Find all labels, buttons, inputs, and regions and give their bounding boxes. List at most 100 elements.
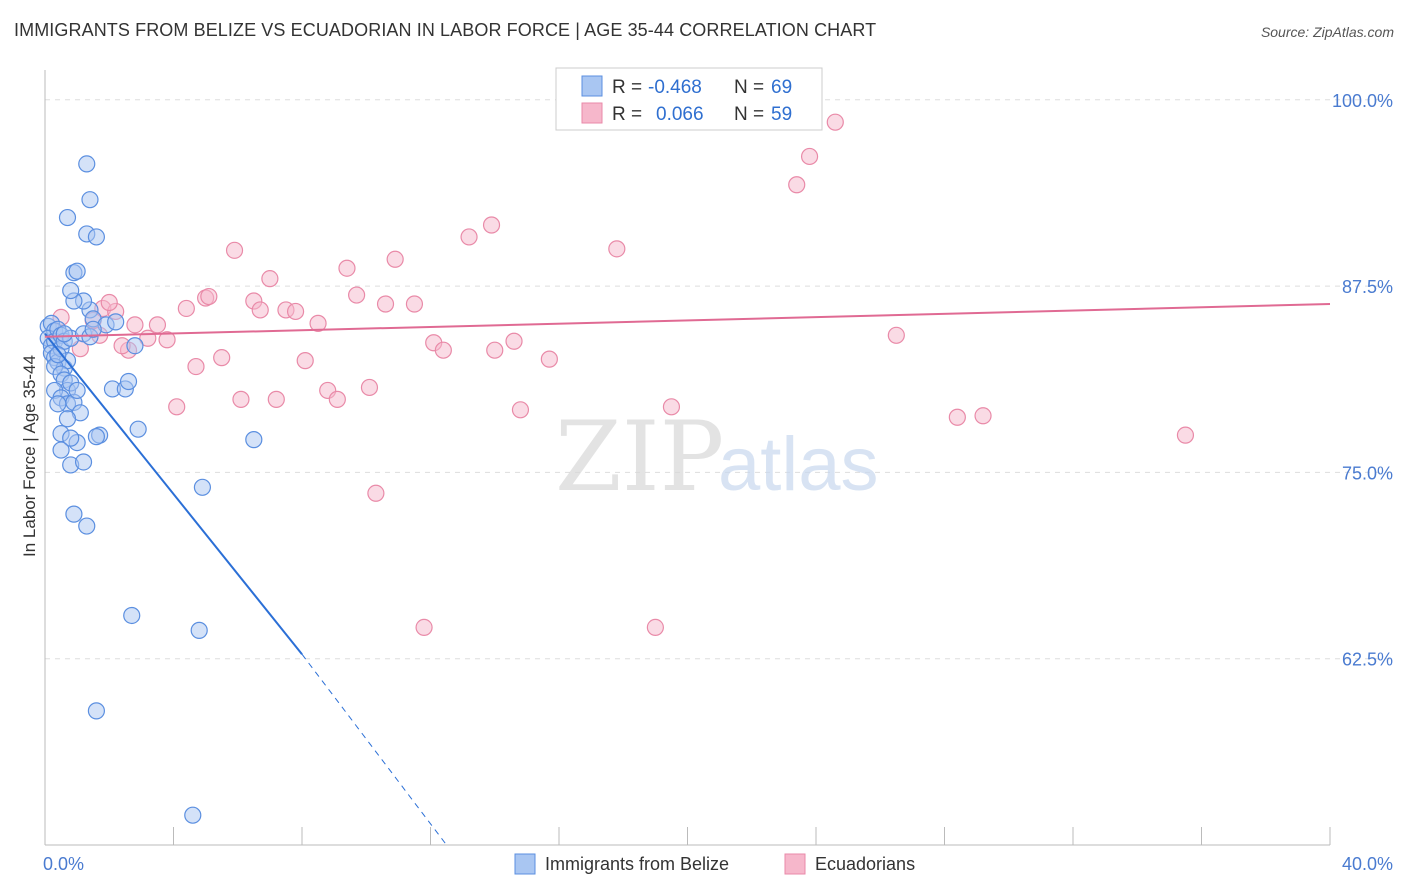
ecuadorians-point-14 — [200, 287, 218, 306]
belize-point-53 — [84, 320, 102, 338]
y-tick-label-3: 100.0% — [1332, 91, 1393, 111]
watermark-zip: ZIP — [555, 401, 724, 513]
ecuadorians-point-30 — [360, 378, 379, 397]
legend-swatch-pink — [581, 102, 603, 124]
ecuadorians-point-10 — [168, 398, 186, 416]
watermark: ZIP atlas — [555, 401, 879, 513]
ecuadorians-point-42 — [511, 401, 530, 419]
belize-point-51 — [81, 191, 99, 209]
ecuadorians-point-45 — [646, 618, 664, 637]
ecuadorians-trend-line — [44, 302, 1331, 338]
belize-point-68 — [55, 325, 73, 343]
ecuadorians-point-50 — [800, 147, 819, 166]
belize-point-57 — [52, 441, 70, 459]
ecuadorians-point-11 — [177, 299, 195, 318]
x-tick-label-min: 0.0% — [43, 854, 84, 874]
ecuadorians-point-52 — [887, 326, 905, 344]
belize-point-59 — [74, 453, 93, 471]
legend-r-value-blue: -0.468 — [648, 77, 702, 98]
ecuadorians-point-37 — [434, 341, 452, 359]
ecuadorians-point-8 — [148, 316, 167, 334]
legend-n-value-pink: 59 — [771, 104, 792, 125]
ecuadorians-point-19 — [251, 301, 269, 319]
ecuadorians-point-31 — [367, 484, 385, 502]
ecuadorians-point-41 — [505, 332, 523, 350]
belize-point-33 — [129, 420, 147, 438]
belize-point-36 — [119, 372, 138, 391]
belize-point-17 — [49, 346, 67, 364]
ecuadorians-point-17 — [232, 390, 250, 408]
ecuadorians-point-24 — [296, 352, 314, 370]
series-legend-label-blue: Immigrants from Belize — [545, 854, 729, 874]
axes — [44, 70, 1331, 846]
ecuadorians-point-46 — [662, 398, 681, 416]
ecuadorians-point-21 — [267, 390, 285, 408]
ecuadorians-point-51 — [826, 113, 844, 131]
belize-point-32 — [87, 428, 106, 446]
ecuadorians-point-20 — [261, 270, 279, 288]
belize-point-65 — [184, 806, 202, 824]
y-tick-label-1: 75.0% — [1342, 463, 1393, 483]
belize-point-27 — [58, 410, 77, 428]
belize-point-64 — [87, 702, 106, 720]
y-tick-labels: 62.5% 75.0% 87.5% 100.0% — [1332, 91, 1393, 670]
ecuadorians-point-34 — [405, 295, 424, 313]
ecuadorians-points — [52, 89, 1195, 637]
belize-point-56 — [193, 478, 212, 496]
belize-point-62 — [123, 606, 141, 625]
grid-lines — [45, 99, 1395, 660]
ecuadorians-point-39 — [482, 216, 501, 234]
ecuadorians-point-38 — [460, 228, 478, 246]
series-legend: Immigrants from Belize Ecuadorians — [514, 853, 915, 875]
ecuadorians-point-43 — [540, 350, 558, 368]
stats-legend: R = -0.468 N = 69 R = 0.066 N = 59 — [555, 67, 823, 131]
y-tick-label-0: 62.5% — [1342, 650, 1393, 670]
legend-r-label-blue: R = — [612, 77, 642, 98]
belize-point-49 — [87, 228, 106, 246]
belize-point-63 — [190, 621, 208, 639]
belize-point-52 — [78, 155, 96, 173]
ecuadorians-point-33 — [386, 250, 404, 268]
ecuadorians-point-28 — [338, 259, 356, 277]
ecuadorians-point-27 — [328, 390, 346, 408]
ecuadorians-point-15 — [213, 349, 231, 367]
legend-swatch-blue — [581, 75, 603, 97]
legend-r-label-pink: R = — [612, 104, 642, 125]
series-legend-label-pink: Ecuadorians — [815, 854, 915, 874]
ecuadorians-point-9 — [158, 331, 176, 349]
legend-r-value-pink: 0.066 — [656, 104, 704, 125]
y-tick-label-2: 87.5% — [1342, 277, 1393, 297]
ecuadorians-point-25 — [309, 314, 327, 332]
series-legend-swatch-blue — [514, 853, 536, 875]
belize-point-66 — [68, 381, 86, 400]
belize-point-50 — [58, 208, 77, 227]
ecuadorians-point-55 — [1176, 426, 1195, 444]
ecuadorians-point-53 — [948, 408, 966, 426]
x-tick-label-max: 40.0% — [1342, 854, 1393, 874]
ecuadorians-point-32 — [376, 295, 395, 313]
belize-point-47 — [68, 262, 86, 280]
belize-points — [39, 155, 263, 824]
belize-trend-extension — [301, 653, 447, 846]
ecuadorians-point-35 — [415, 618, 433, 637]
ecuadorians-point-12 — [187, 357, 205, 376]
ecuadorians-point-29 — [348, 286, 366, 304]
belize-point-54 — [126, 337, 144, 355]
belize-point-67 — [49, 395, 67, 413]
legend-n-label-pink: N = — [734, 104, 764, 125]
belize-point-42 — [107, 313, 125, 331]
watermark-atlas: atlas — [718, 422, 879, 507]
chart-title: IMMIGRANTS FROM BELIZE VS ECUADORIAN IN … — [14, 20, 877, 40]
trend-lines — [44, 302, 1331, 846]
ecuadorians-point-16 — [225, 241, 244, 259]
ecuadorians-point-6 — [126, 316, 144, 334]
belize-trend-line — [44, 333, 303, 655]
ecuadorians-point-44 — [608, 240, 626, 258]
legend-n-value-blue: 69 — [771, 77, 792, 98]
belize-point-60 — [65, 505, 83, 523]
belize-point-55 — [245, 431, 263, 449]
belize-point-61 — [78, 517, 96, 535]
belize-point-30 — [62, 429, 80, 447]
series-legend-swatch-pink — [784, 853, 806, 875]
